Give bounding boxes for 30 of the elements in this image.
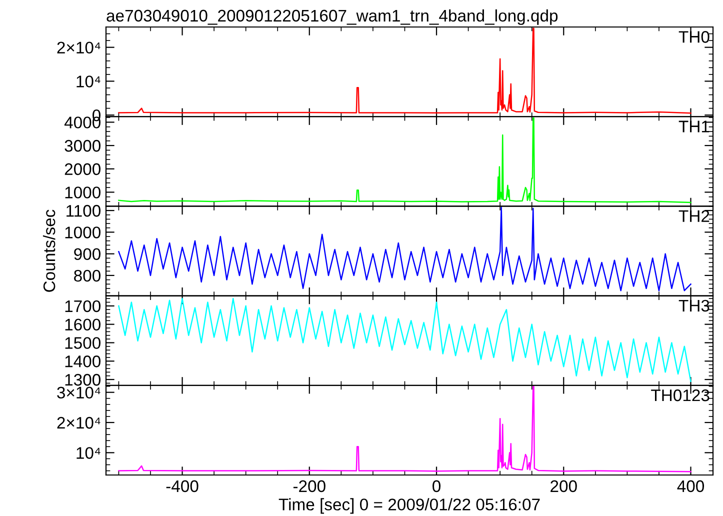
y-tick-label: 10⁴	[76, 76, 100, 88]
y-tick-label: 1000	[65, 186, 100, 198]
x-tick-label: -400	[166, 480, 198, 492]
x-axis-title: Time [sec] 0 = 2009/01/22 05:16:07	[278, 498, 540, 514]
text: TH2	[678, 210, 710, 222]
y-tick-label: 3000	[64, 140, 100, 152]
y-tick-label: 900	[74, 248, 100, 260]
x-tick-label: -200	[293, 480, 326, 492]
y-tick-label: 10⁴	[76, 447, 100, 459]
text: TH0123	[651, 389, 710, 402]
y-tick-label: 2000	[64, 163, 100, 176]
y-tick-label: 1700	[65, 300, 100, 312]
x-tick-label: 400	[677, 480, 704, 492]
x-tick-label: 0	[432, 480, 440, 492]
y-axis-title: Counts/sec	[42, 210, 56, 292]
y-tick-label: 1000	[65, 226, 100, 238]
series-label: TH3	[678, 300, 710, 312]
y-tick-label: 1600	[65, 318, 100, 331]
y-tick-label: 1100	[66, 204, 100, 217]
y-tick-label: 2×10⁴	[57, 42, 100, 54]
y-tick-label: 1300	[65, 374, 100, 386]
chart-title: ae703049010_20090122051607_wam1_trn_4band_long.qdp	[106, 9, 558, 25]
text: TH0	[678, 31, 710, 43]
y-tick-label: 800	[74, 270, 100, 282]
y-tick-label: 1400	[65, 356, 100, 368]
y-tick-label: 1500	[65, 337, 100, 349]
y-tick-label: 2×10⁴	[57, 416, 100, 429]
text: TH1	[678, 120, 710, 132]
y-tick-label: 3×10⁴	[57, 386, 100, 399]
x-tick-label: 200	[550, 480, 577, 492]
